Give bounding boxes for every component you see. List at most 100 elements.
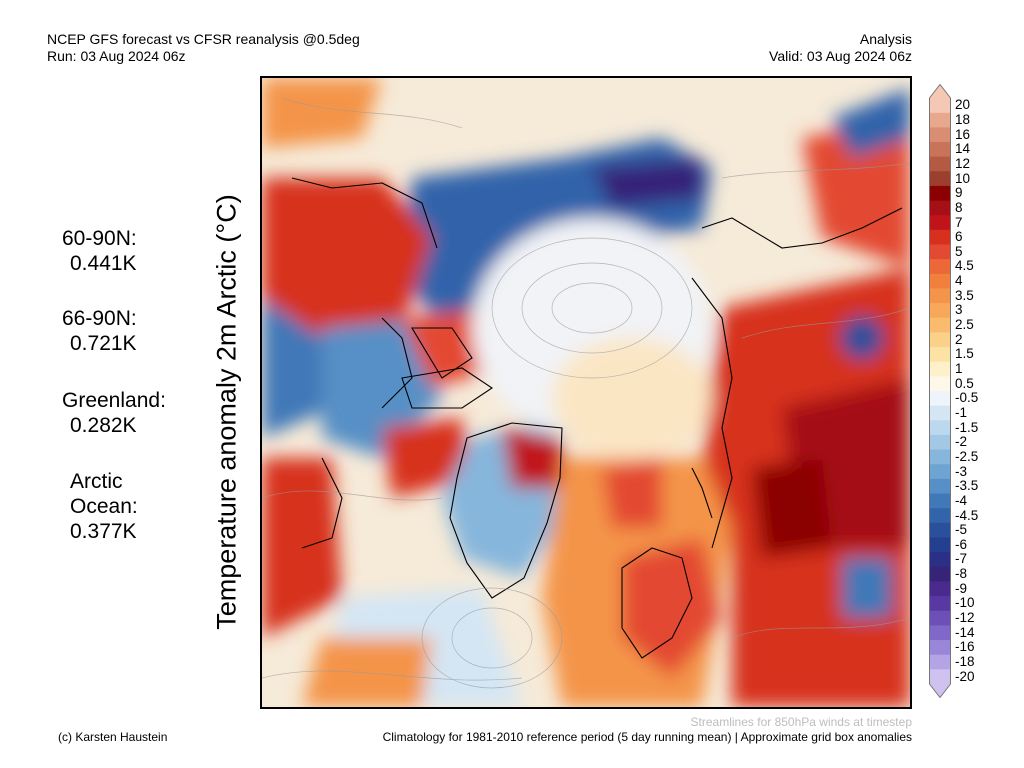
colorbar-tick-label: 20 [955,97,971,113]
colorbar-segment [929,434,951,451]
colorbar-tick-label: 2 [955,331,963,347]
model-title: NCEP GFS forecast vs CFSR reanalysis @0.… [47,31,360,47]
anomaly-map [260,76,912,709]
map-title: Temperature anomaly 2m Arctic (°C) [211,194,242,630]
coastlines-sharp [291,177,903,659]
colorbar-segment [929,654,951,670]
streamlines-note: Streamlines for 850hPa winds at timestep [690,715,912,729]
colorbar-tick-label: -3 [955,463,968,479]
colorbar-tick-label: -9 [955,580,968,596]
colorbar-tick-label: 4 [955,273,963,289]
colorbar-segment [929,508,951,524]
colorbar-segment [929,273,951,289]
colorbar-segment [929,537,951,553]
colorbar-segment [929,391,951,407]
colorbar-tick-label: -4 [955,492,968,508]
colorbar-segment [929,420,951,436]
colorbar-tick-label: -2 [955,434,968,450]
colorbar-tick-label: -8 [955,566,968,582]
stat-value: 0.282K [70,414,137,437]
colorbar-tick-label: -20 [955,668,975,684]
colorbar-segment [929,478,951,495]
colorbar-tick-label: -6 [955,536,968,552]
colorbar-tick-label: 16 [955,126,971,142]
colorbar-segment [929,185,951,202]
colorbar-segment [929,552,951,568]
stat-name: Greenland: [62,389,166,412]
climatology-note: Climatology for 1981-2010 reference peri… [382,730,912,744]
colorbar-tick-label: -0.5 [955,390,979,406]
colorbar-segment [929,259,951,275]
stat-value: 0.377K [70,520,137,543]
colorbar-tick-label: -14 [955,624,975,640]
colorbar-tick-label: 18 [955,111,971,127]
colorbar-segment [929,303,951,319]
colorbar-segment [929,566,951,582]
colorbar-tick-label: 8 [955,199,963,215]
colorbar-tick-label: 1 [955,361,963,377]
colorbar [929,83,951,699]
colorbar-segment [929,141,951,158]
colorbar-segment [929,200,951,216]
colorbar-segment [929,84,951,113]
colorbar-segment [929,376,951,392]
colorbar-segment [929,464,951,480]
colorbar-tick-label: 14 [955,141,971,157]
streamlines [262,97,910,689]
colorbar-tick-label: 12 [955,155,971,171]
colorbar-segment [929,332,951,348]
colorbar-tick-label: 9 [955,185,963,201]
colorbar-tick-label: 2.5 [955,317,974,333]
colorbar-tick-label: -16 [955,639,975,655]
colorbar-tick-label: 0.5 [955,375,974,391]
colorbar-segment [929,610,951,626]
colorbar-segment [929,156,951,172]
stat-name: 66-90N: [62,307,137,330]
credit: (c) Karsten Haustein [58,730,168,744]
colorbar-tick-label: 1.5 [955,346,974,362]
colorbar-tick-label: -5 [955,522,968,538]
stat-value: 0.441K [70,252,137,275]
colorbar-segment [929,493,951,509]
stat-name: Arctic Ocean: [70,470,138,518]
colorbar-segment [929,347,951,363]
colorbar-tick-label: 3 [955,302,963,318]
colorbar-segment [929,361,951,377]
colorbar-segment [929,244,951,260]
stat-name: 60-90N: [62,227,137,250]
colorbar-tick-label: -4.5 [955,507,979,523]
colorbar-tick-label: -3.5 [955,478,979,494]
colorbar-tick-label: -1.5 [955,419,979,435]
colorbar-tick-label: 3.5 [955,287,974,303]
colorbar-segment [929,625,951,641]
valid-time: Valid: 03 Aug 2024 06z [769,48,912,64]
colorbar-segment [929,596,951,612]
colorbar-segment [929,405,951,421]
colorbar-segment [929,215,951,231]
colorbar-tick-label: -7 [955,551,968,567]
colorbar-segment [929,449,951,465]
colorbar-segment [929,317,951,333]
stat-arctic-ocean: Arctic Ocean: 0.377K [70,469,190,544]
anomaly-field [262,78,910,707]
colorbar-segment [929,288,951,304]
colorbar-tick-label: -1 [955,404,968,420]
analysis-label: Analysis [859,31,912,47]
colorbar-segment [929,127,951,143]
header-left: NCEP GFS forecast vs CFSR reanalysis @0.… [47,31,360,65]
colorbar-tick-label: 4.5 [955,258,974,274]
stat-value: 0.721K [70,332,137,355]
stat-60-90n: 60-90N: 0.441K [62,226,137,276]
colorbar-segment [929,581,951,597]
run-time: Run: 03 Aug 2024 06z [47,48,186,64]
colorbar-segment [929,522,951,538]
colorbar-tick-label: -10 [955,595,975,611]
colorbar-tick-label: 6 [955,229,963,245]
stat-greenland: Greenland: 0.282K [62,388,166,438]
header-right: Analysis Valid: 03 Aug 2024 06z [769,31,912,65]
colorbar-segment [929,171,951,187]
colorbar-tick-label: -12 [955,610,975,626]
colorbar-tick-label: -18 [955,654,975,670]
colorbar-segment [929,112,951,128]
colorbar-tick-label: 5 [955,243,963,259]
